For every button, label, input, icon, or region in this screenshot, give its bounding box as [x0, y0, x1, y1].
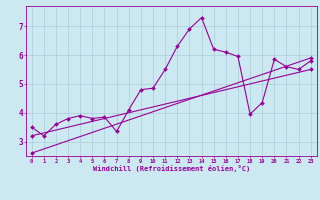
X-axis label: Windchill (Refroidissement éolien,°C): Windchill (Refroidissement éolien,°C) [92, 165, 250, 172]
